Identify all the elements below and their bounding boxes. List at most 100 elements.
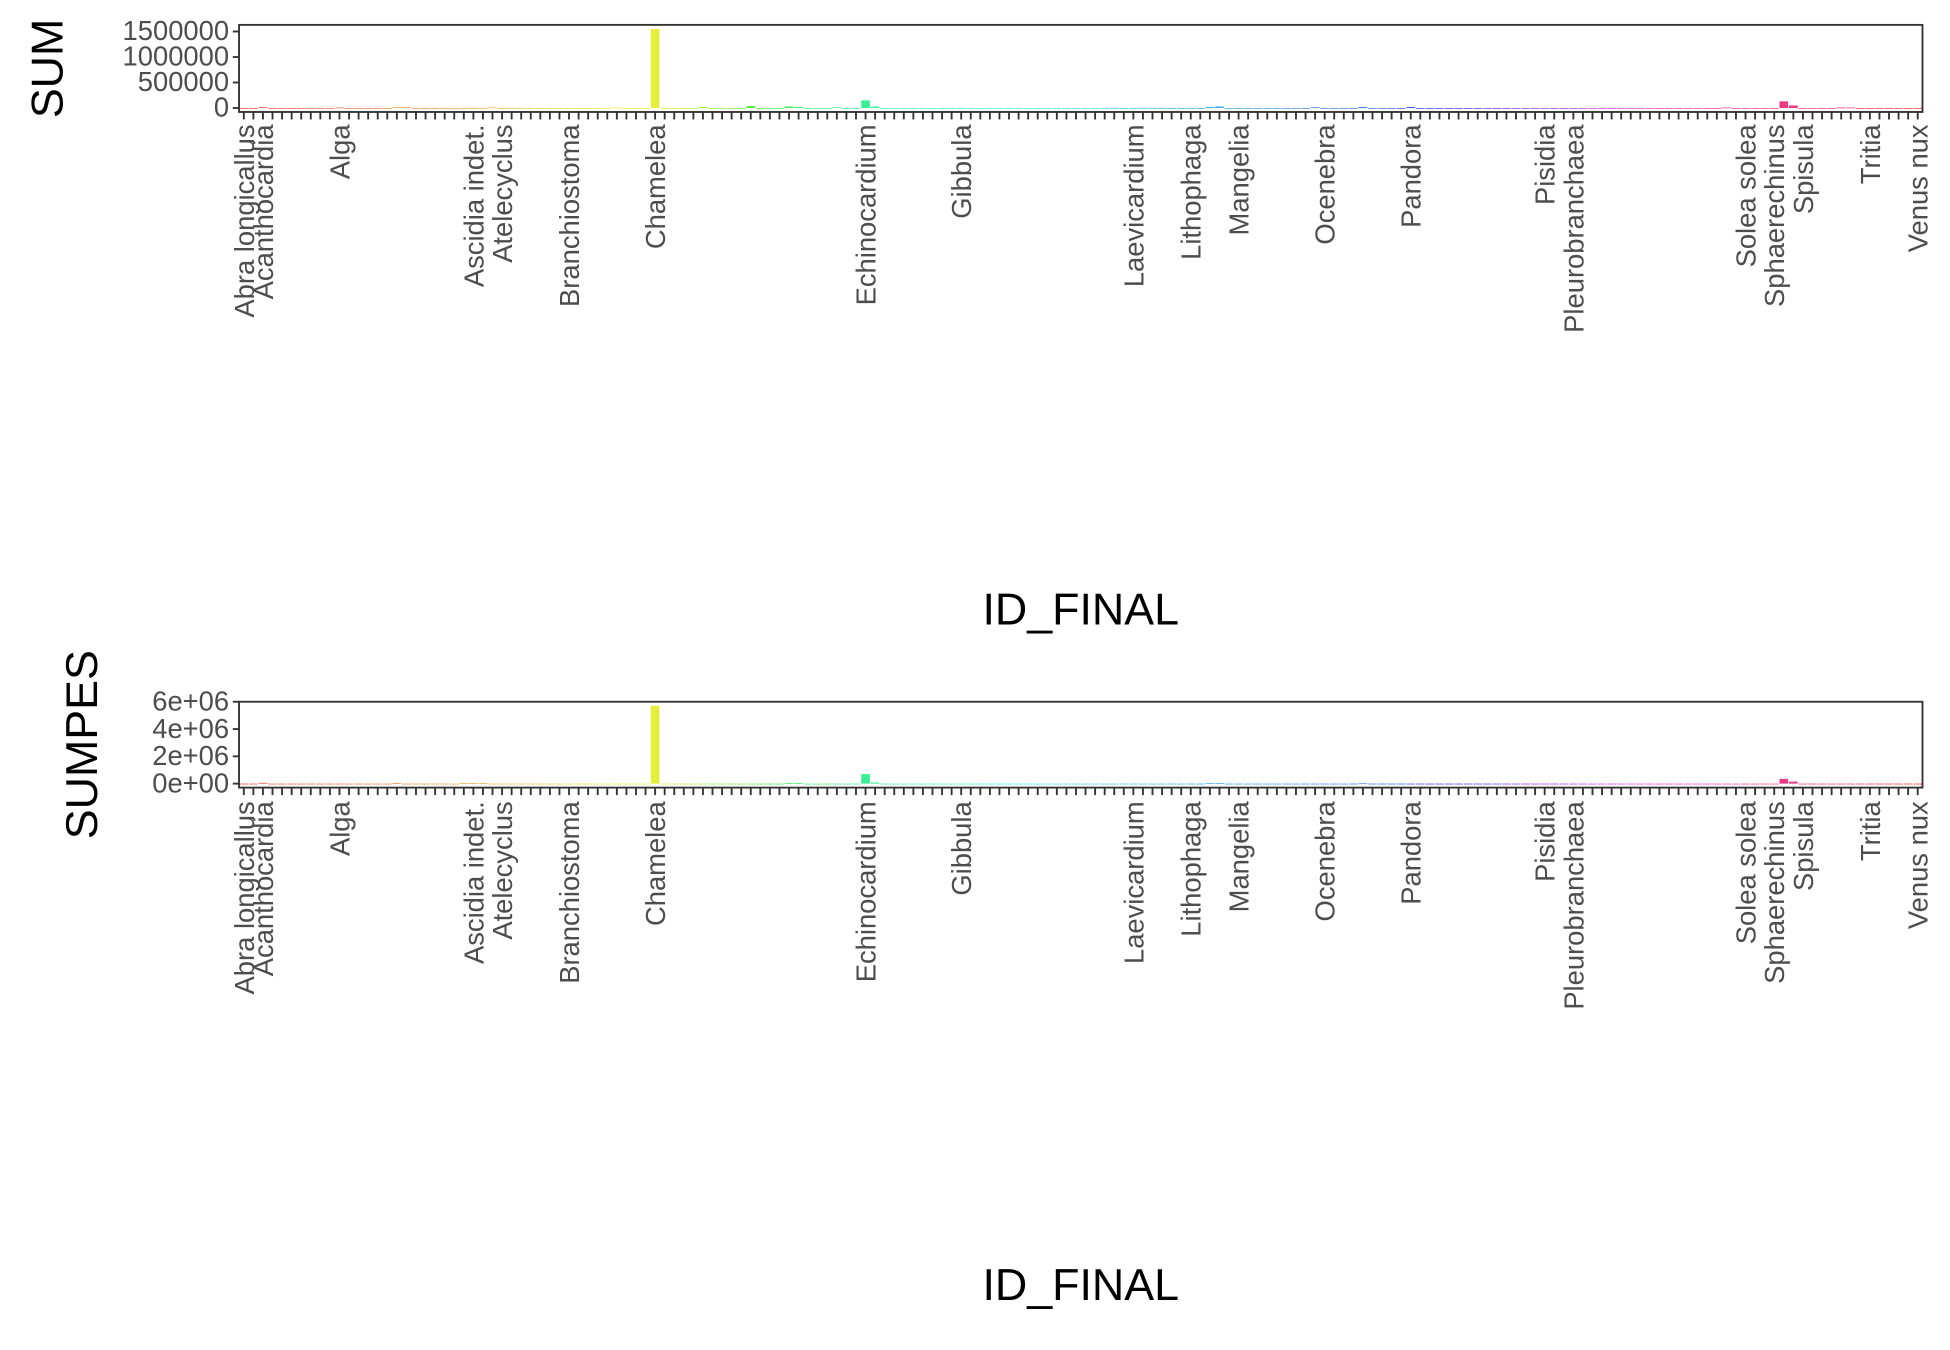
bar (1683, 108, 1693, 109)
bar (1549, 783, 1559, 785)
bar (555, 108, 564, 109)
bar (1722, 107, 1731, 109)
x-tick-label: Pandora (1396, 124, 1427, 228)
bar (832, 107, 842, 109)
bar (1023, 783, 1033, 785)
bar (402, 783, 411, 785)
bar (1205, 106, 1215, 109)
bar (316, 108, 325, 109)
x-tick-label: Acanthocardia (248, 124, 279, 300)
bar (1253, 783, 1263, 785)
bar (593, 108, 603, 109)
bar (1272, 108, 1282, 109)
bar (1262, 783, 1272, 785)
bar (469, 108, 478, 109)
bar (1760, 783, 1769, 785)
bar (1741, 108, 1750, 109)
bar (1062, 108, 1071, 109)
bar (602, 108, 612, 109)
bar (956, 108, 966, 109)
bar (1789, 781, 1798, 784)
bar (928, 783, 937, 785)
bar (1243, 108, 1253, 109)
bar (1138, 108, 1148, 109)
bar (1626, 108, 1636, 109)
bar (1444, 783, 1454, 785)
bar (842, 108, 851, 109)
bar (1540, 783, 1549, 785)
bar (689, 108, 698, 109)
bar (1023, 108, 1033, 109)
bar (1205, 783, 1215, 784)
bar (402, 107, 411, 109)
bar (976, 783, 985, 785)
bar (1750, 783, 1760, 785)
bar (411, 783, 421, 785)
bar (1655, 783, 1664, 785)
bar (536, 108, 545, 109)
x-tick-label: Branchiostoma (554, 801, 585, 984)
bar (335, 107, 344, 109)
x-tick-label: Laevicardium (1118, 124, 1149, 287)
bar (1291, 783, 1301, 785)
bar (1616, 783, 1626, 785)
bar (851, 783, 861, 785)
bar (650, 28, 660, 109)
bar (1664, 783, 1674, 785)
bar (1856, 108, 1865, 109)
x-tick-label: Tritia (1855, 124, 1886, 185)
bar (1186, 783, 1196, 785)
bar (1817, 108, 1827, 109)
bar (545, 108, 555, 109)
bar (526, 108, 536, 109)
bar (1435, 108, 1444, 109)
bar (1062, 783, 1071, 785)
bar (354, 108, 363, 109)
bar (1320, 108, 1329, 109)
bar (1129, 783, 1138, 785)
bar (1875, 108, 1884, 109)
bar (880, 783, 889, 785)
bar (1808, 108, 1817, 109)
bar (1014, 783, 1023, 785)
x-tick-label: Pleurobranchaea (1558, 801, 1589, 1010)
bar (1148, 108, 1157, 109)
bar (497, 783, 507, 785)
bar (813, 783, 823, 785)
bar (1674, 108, 1683, 109)
bar (1616, 108, 1626, 109)
bar (1349, 783, 1358, 785)
bar (794, 106, 803, 109)
y-tick-label: 0e+00 (152, 767, 229, 798)
bar (421, 783, 430, 785)
bar (1492, 783, 1502, 785)
bar (249, 108, 258, 109)
x-tick-label: Mangelia (1224, 124, 1255, 236)
bar (918, 108, 928, 109)
bar (1817, 783, 1827, 785)
bar (717, 783, 727, 785)
bar (822, 108, 832, 109)
bar (1856, 783, 1865, 785)
bar (1224, 783, 1234, 785)
bar (861, 774, 870, 784)
bar (1540, 108, 1549, 109)
x-tick-label: Gibbula (946, 801, 977, 896)
bar (880, 108, 889, 109)
bar (1913, 108, 1923, 109)
x-axis-title: ID_FINAL (982, 1260, 1179, 1310)
bar (1607, 783, 1616, 785)
bar (1741, 783, 1750, 785)
bar (1090, 108, 1100, 109)
bar (239, 108, 249, 109)
bar (1253, 108, 1263, 109)
bar (1052, 783, 1062, 785)
bar (1836, 107, 1846, 109)
bar (756, 783, 765, 785)
bar (1530, 108, 1540, 109)
bar (937, 783, 947, 785)
bar (1894, 783, 1903, 785)
bar (889, 783, 899, 785)
bar (947, 108, 956, 109)
